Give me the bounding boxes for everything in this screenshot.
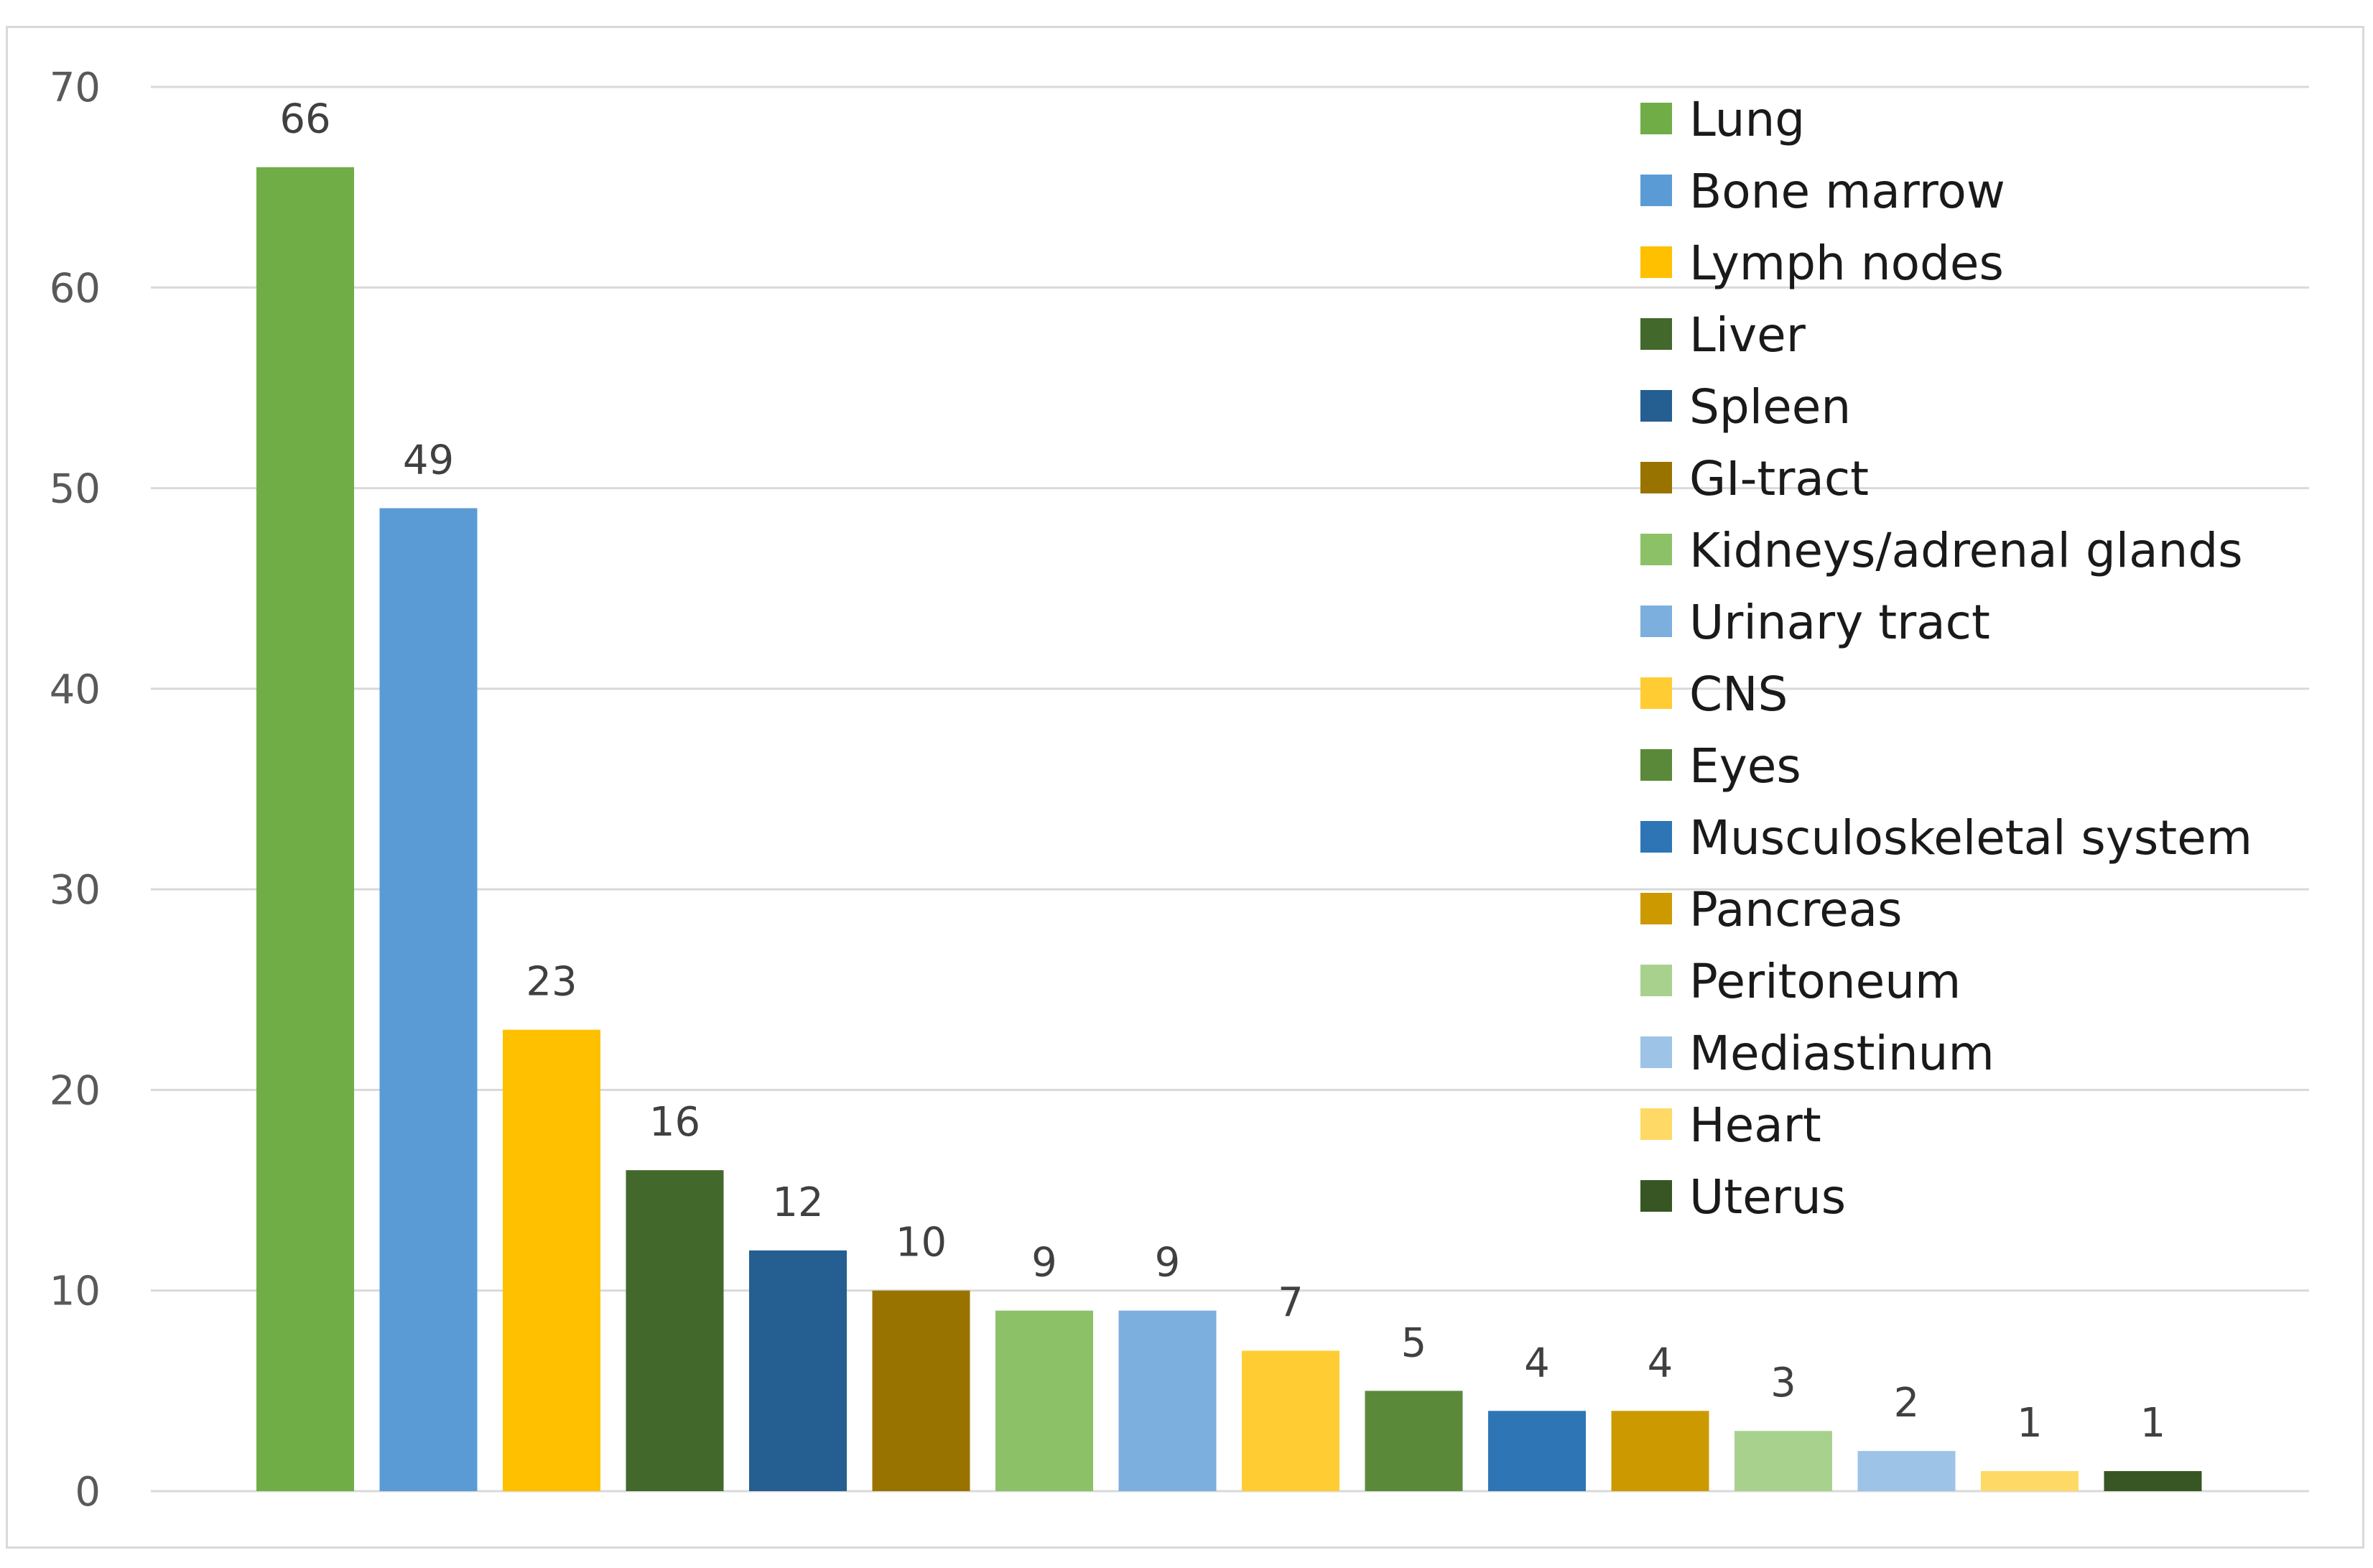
y-tick-label: 60 [50,265,101,312]
legend-label: Musculoskeletal system [1689,810,2252,866]
y-tick-label: 30 [50,867,101,914]
legend-swatch [1640,103,1672,134]
legend-swatch [1640,749,1672,781]
data-label: 10 [896,1220,947,1266]
y-axis-ticks: 0 10 20 30 40 50 60 70 [50,65,101,1516]
legend-swatch [1640,606,1672,637]
bar-musculoskeletal-system [1488,1411,1586,1491]
legend-swatch [1640,175,1672,206]
data-labels: 66 49 23 16 12 10 9 9 7 5 4 4 3 2 1 1 [279,96,2165,1447]
y-tick-label: 20 [50,1067,101,1114]
legend-swatch [1640,965,1672,996]
legend-label: Spleen [1689,379,1851,435]
legend-label: Heart [1689,1098,1821,1153]
legend-swatch [1640,390,1672,422]
legend-item: Uterus [1640,1169,1846,1225]
bar-heart [1981,1471,2079,1491]
data-label: 23 [526,959,577,1006]
data-label: 2 [1894,1380,1920,1426]
legend-swatch [1640,1108,1672,1140]
bar-spleen [749,1250,847,1491]
bar-gi-tract [872,1290,970,1491]
y-tick-label: 10 [50,1268,101,1315]
data-label: 16 [649,1099,700,1146]
legend-item: Lymph nodes [1640,236,2004,291]
legend-item: Pancreas [1640,882,1903,937]
data-label: 4 [1648,1340,1673,1386]
legend-item: Eyes [1640,738,1801,794]
legend-label: Mediastinum [1689,1026,1994,1081]
legend-swatch [1640,246,1672,278]
bar-mediastinum [1857,1451,1956,1491]
legend-swatch [1640,318,1672,350]
y-tick-label: 40 [50,667,101,713]
legend-swatch [1640,821,1672,853]
data-label: 9 [1031,1240,1057,1286]
bar-pancreas [1611,1411,1709,1491]
legend-swatch [1640,893,1672,924]
data-label: 3 [1770,1360,1796,1406]
legend-label: Lymph nodes [1689,236,2004,291]
legend-swatch [1640,1036,1672,1068]
bar-uterus [2104,1471,2202,1491]
legend-swatch [1640,534,1672,565]
data-label: 49 [403,437,454,484]
legend-label: Bone marrow [1689,164,2005,219]
data-label: 9 [1155,1240,1181,1286]
bar-lung [256,167,354,1492]
bar-bone-marrow [379,508,478,1491]
legend-label: Uterus [1689,1169,1846,1225]
y-tick-label: 70 [50,65,101,111]
legend: Lung Bone marrow Lymph nodes Liver Spleen GI-… [1640,92,2252,1225]
legend-label: CNS [1689,667,1788,722]
legend-label: GI-tract [1689,451,1869,506]
legend-item: Spleen [1640,379,1851,435]
data-label: 5 [1401,1319,1427,1366]
bar-liver [626,1170,724,1491]
data-label: 7 [1278,1280,1304,1327]
legend-item: Kidneys/adrenal glands [1640,523,2243,578]
legend-label: Urinary tract [1689,595,1990,650]
bar-peritoneum [1735,1431,1832,1491]
bar-lymph-nodes [503,1029,600,1491]
legend-item: Peritoneum [1640,954,1961,1009]
legend-label: Liver [1689,307,1806,363]
legend-item: Mediastinum [1640,1026,1994,1081]
data-label: 4 [1524,1340,1550,1386]
legend-item: CNS [1640,667,1788,722]
legend-swatch [1640,1180,1672,1212]
bar-cns [1242,1350,1339,1491]
legend-label: Peritoneum [1689,954,1961,1009]
legend-swatch [1640,677,1672,709]
legend-label: Lung [1689,92,1805,147]
legend-item: Urinary tract [1640,595,1990,650]
legend-item: Musculoskeletal system [1640,810,2252,866]
legend-label: Kidneys/adrenal glands [1689,523,2243,578]
legend-item: Bone marrow [1640,164,2005,219]
y-tick-label: 0 [75,1469,101,1516]
data-label: 66 [279,96,330,143]
legend-swatch [1640,462,1672,493]
legend-label: Pancreas [1689,882,1903,937]
bar-urinary-tract [1118,1310,1217,1491]
bar-eyes [1365,1391,1463,1491]
data-label: 1 [2017,1400,2043,1447]
data-label: 12 [772,1179,823,1226]
data-label: 1 [2140,1400,2166,1447]
y-tick-label: 50 [50,466,101,513]
bar-kidneys-adrenal-glands [995,1310,1093,1491]
legend-item: Heart [1640,1098,1821,1153]
legend-item: Liver [1640,307,1806,363]
bars [256,167,2202,1492]
legend-item: GI-tract [1640,451,1869,506]
legend-label: Eyes [1689,738,1801,794]
legend-item: Lung [1640,92,1805,147]
